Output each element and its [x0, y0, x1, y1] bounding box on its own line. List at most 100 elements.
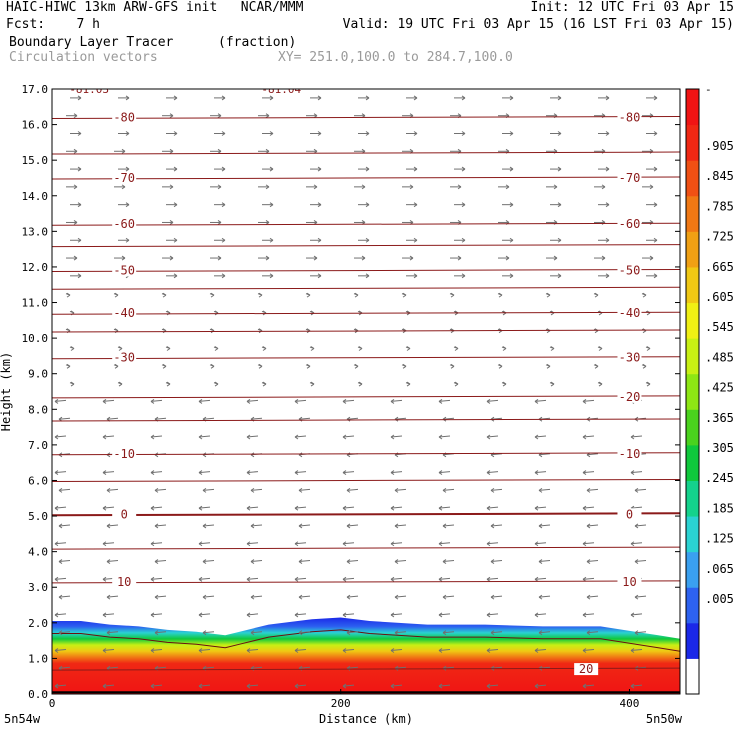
- vector-arrow: [198, 471, 211, 474]
- vector-arrow-head: [582, 505, 587, 511]
- vector-arrow: [582, 649, 595, 652]
- vector-arrow-head: [169, 184, 174, 190]
- vector-arrow-head: [246, 648, 251, 653]
- vector-arrow: [198, 542, 211, 545]
- vector-arrow: [54, 435, 67, 438]
- colorbar-swatch: [686, 409, 699, 446]
- vector-arrow-head: [198, 398, 203, 404]
- vector-arrow-head: [269, 166, 274, 172]
- vector-arrow-head: [150, 576, 155, 582]
- vector-arrow-head: [54, 648, 59, 653]
- vector-arrow: [438, 613, 451, 616]
- vector-arrow-head: [77, 273, 82, 279]
- colorbar-label: .545: [705, 320, 734, 334]
- colorbar-label: .005: [705, 592, 734, 606]
- isotherm-label: -80: [113, 110, 135, 124]
- vector-arrow-head: [346, 630, 351, 636]
- vector-arrow-head: [598, 381, 603, 387]
- vector-arrow-head: [250, 523, 255, 529]
- vector-arrow-head: [58, 559, 63, 564]
- colorbar-label: .845: [705, 169, 734, 183]
- vector-arrow-head: [58, 594, 63, 600]
- vector-arrow-head: [217, 113, 222, 119]
- vector-label: Circulation vectors: [9, 50, 158, 65]
- colorbar-label: .245: [705, 471, 734, 485]
- tracer-contour: [52, 629, 680, 652]
- isotherm-line: [52, 311, 680, 315]
- vector-arrow-head: [162, 292, 167, 298]
- vector-arrow-head: [490, 559, 495, 564]
- vector-arrow-head: [221, 237, 226, 243]
- vector-arrow: [106, 560, 119, 563]
- vector-arrow: [394, 488, 407, 491]
- circulation-vectors: [54, 95, 658, 689]
- vector-arrow: [298, 666, 311, 669]
- vector-arrow-head: [342, 398, 347, 404]
- vector-arrow-head: [114, 292, 119, 298]
- vector-arrow-head: [269, 95, 274, 101]
- vector-arrow-head: [214, 381, 219, 387]
- vector-arrow-head: [217, 220, 222, 225]
- vector-arrow: [394, 524, 407, 527]
- vector-arrow: [630, 542, 643, 545]
- vector-arrow: [58, 488, 71, 491]
- vector-arrow-head: [294, 683, 299, 689]
- vector-arrow-head: [546, 363, 551, 369]
- field-units: (fraction): [218, 35, 297, 50]
- vector-arrow: [442, 595, 455, 598]
- vector-arrow: [246, 684, 259, 687]
- vector-arrow: [150, 399, 163, 402]
- vector-arrow-head: [246, 683, 251, 689]
- vector-arrow-head: [413, 166, 418, 172]
- vector-arrow: [58, 417, 71, 420]
- vector-arrow-head: [438, 612, 443, 618]
- isotherm-label: -60: [113, 217, 135, 231]
- isotherm-label: -60: [619, 217, 641, 231]
- tracer-layer-fill: [52, 617, 680, 694]
- vector-arrow: [582, 435, 595, 438]
- vector-arrow: [298, 524, 311, 527]
- vector-arrow-head: [390, 434, 395, 440]
- vector-arrow-head: [246, 576, 251, 582]
- vector-arrow-head: [365, 202, 370, 208]
- vector-arrow-head: [77, 166, 82, 172]
- vector-arrow: [538, 595, 551, 598]
- vector-arrow: [294, 684, 307, 687]
- vector-arrow: [202, 524, 215, 527]
- isotherm-line: [52, 580, 680, 584]
- vector-arrow-head: [118, 381, 123, 387]
- vector-arrow-head: [586, 487, 591, 493]
- vector-arrow-head: [365, 131, 370, 136]
- vector-arrow-head: [114, 363, 119, 369]
- vector-arrow-head: [214, 346, 219, 351]
- vector-arrow-head: [390, 470, 395, 475]
- vector-arrow-head: [490, 523, 495, 529]
- colorbar-swatch: [686, 551, 699, 588]
- vector-arrow-head: [413, 131, 418, 136]
- colorbar-swatch: [686, 302, 699, 339]
- vector-arrow-head: [70, 346, 75, 351]
- vector-arrow-head: [317, 131, 322, 136]
- isotherm-line: [52, 356, 680, 360]
- vector-arrow-head: [342, 434, 347, 440]
- vector-arrow-head: [106, 523, 111, 529]
- vector-arrow-head: [509, 95, 514, 101]
- left-endpoint-label: 5n54w: [4, 712, 41, 726]
- vector-arrow: [298, 560, 311, 563]
- vector-arrow-head: [394, 487, 399, 493]
- vector-arrow: [438, 506, 451, 509]
- vector-arrow: [486, 684, 499, 687]
- vector-arrow-head: [121, 255, 126, 261]
- vector-arrow-head: [486, 683, 491, 689]
- vector-arrow-head: [262, 381, 267, 387]
- colorbar-label: .305: [705, 441, 734, 455]
- vector-arrow-head: [505, 184, 510, 190]
- isotherm-line: [52, 222, 680, 226]
- vector-arrow-head: [586, 594, 591, 600]
- vector-arrow: [54, 613, 67, 616]
- vector-arrow: [438, 471, 451, 474]
- vector-arrow-head: [649, 255, 654, 261]
- vector-arrow-head: [402, 363, 407, 369]
- isotherm-label-bg: [617, 111, 642, 124]
- vector-arrow: [586, 453, 599, 456]
